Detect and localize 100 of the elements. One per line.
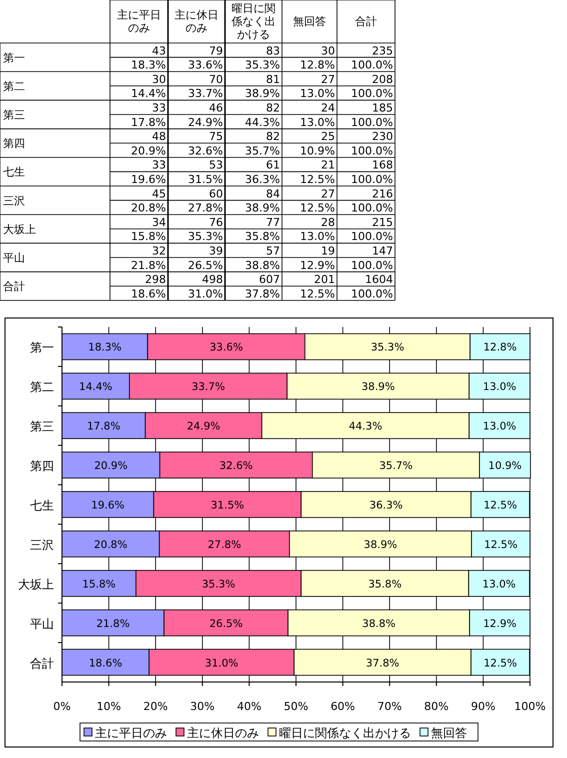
data-label: 35.7% (379, 460, 413, 472)
y-tick-label: 大坂上 (18, 577, 54, 592)
data-label: 15.8% (82, 578, 116, 590)
text: 48 (152, 130, 166, 144)
text: 498 (202, 273, 223, 286)
text: 60 (209, 187, 223, 200)
text: 31.0% (188, 287, 223, 300)
category-label: 平山 (3, 252, 25, 264)
legend-label: 主に平日のみ (95, 726, 167, 740)
text: 35.8% (245, 230, 280, 244)
y-tick-label: 第二 (30, 380, 54, 394)
text: 35.7% (245, 144, 280, 158)
y-tick-label: 第四 (30, 459, 54, 474)
data-label: 44.3% (348, 420, 382, 433)
text: 79 (209, 44, 223, 58)
text: 53 (209, 158, 223, 172)
text: 18.3% (131, 58, 166, 72)
text: 82 (266, 130, 280, 144)
text: 100.0% (351, 87, 393, 100)
category-label: 第二 (3, 80, 25, 93)
data-label: 12.5% (484, 657, 517, 670)
category-label: 主に平日のみ (117, 8, 161, 34)
text: 100.0% (351, 58, 393, 72)
text: 61 (266, 158, 280, 172)
text: 39 (209, 244, 223, 258)
text: 32.6% (188, 144, 223, 158)
text: 12.9% (300, 258, 335, 272)
data-label: 12.5% (484, 500, 517, 512)
text: 100.0% (351, 173, 393, 186)
y-tick-label: 第三 (30, 420, 54, 434)
text: 27 (321, 187, 335, 200)
text: 100.0% (351, 287, 393, 300)
category-label: 主に休日のみ (174, 8, 218, 34)
text: 36.3% (245, 173, 280, 186)
text: 38.8% (245, 258, 280, 272)
text: 82 (266, 102, 280, 114)
category-label: 大坂上 (3, 222, 36, 236)
text: 12.5% (300, 173, 335, 186)
text: 45 (152, 187, 166, 200)
y-tick-label: 第一 (30, 340, 54, 355)
text: 43 (152, 44, 166, 58)
data-label: 13.0% (482, 420, 516, 433)
data-label: 12.9% (483, 618, 517, 630)
y-tick-label: 平山 (30, 616, 54, 631)
text: 46 (209, 102, 223, 114)
text: 24.9% (188, 116, 223, 129)
data-label: 33.6% (210, 342, 243, 354)
text: 24 (321, 102, 335, 114)
data-label: 38.9% (361, 381, 395, 394)
data-label: 36.3% (369, 500, 403, 512)
legend-label: 曜日に関係なく出かける (279, 726, 411, 740)
text: 216 (372, 187, 393, 200)
text: 34 (152, 216, 166, 229)
text: 30 (321, 44, 335, 58)
text: 44.3% (245, 116, 280, 129)
text: 57 (266, 244, 280, 258)
text: 12.8% (300, 58, 335, 72)
text: 168 (372, 158, 393, 172)
category-label: 合計 (3, 280, 25, 294)
data-label: 17.8% (86, 420, 120, 433)
data-label: 37.8% (366, 657, 400, 670)
data-label: 13.0% (482, 381, 516, 394)
text: 20.9% (131, 144, 166, 158)
text: 32 (152, 244, 166, 258)
text: 100.0% (351, 230, 393, 244)
text: 83 (266, 44, 280, 58)
x-tick-label: 30% (190, 700, 215, 713)
text: 13.0% (300, 230, 335, 244)
x-tick-label: 50% (284, 700, 308, 713)
x-tick-label: 100% (514, 700, 546, 713)
text: 77 (266, 216, 280, 229)
x-tick-label: 0% (53, 700, 71, 713)
text: 17.8% (131, 116, 166, 129)
text: 19.6% (131, 173, 166, 186)
text: 15.8% (131, 230, 166, 244)
text: 21 (321, 158, 335, 172)
text: 235 (372, 44, 393, 58)
data-label: 18.6% (88, 657, 122, 670)
text: 19 (321, 244, 335, 258)
text: 230 (372, 130, 393, 144)
category-label: 第一 (3, 51, 25, 64)
y-tick-label: 三沢 (30, 538, 54, 552)
text: 31.5% (188, 173, 223, 186)
x-tick-label: 70% (377, 700, 402, 713)
text: 37.8% (245, 287, 280, 300)
data-label: 38.9% (364, 538, 398, 551)
text: 70 (209, 72, 223, 86)
data-label: 21.8% (96, 618, 130, 630)
category-label: 七生 (3, 166, 25, 179)
text: 38.9% (245, 202, 280, 215)
data-label: 38.8% (362, 618, 396, 630)
text: 100.0% (351, 202, 393, 215)
y-tick-label: 合計 (30, 656, 54, 670)
legend-label: 無回答 (431, 726, 467, 740)
category-label: 第四 (3, 137, 25, 150)
text: 208 (372, 72, 393, 86)
x-tick-label: 10% (96, 700, 122, 713)
text: 18.6% (131, 287, 166, 300)
text: 35.3% (188, 230, 223, 244)
text: 10.9% (300, 144, 335, 158)
